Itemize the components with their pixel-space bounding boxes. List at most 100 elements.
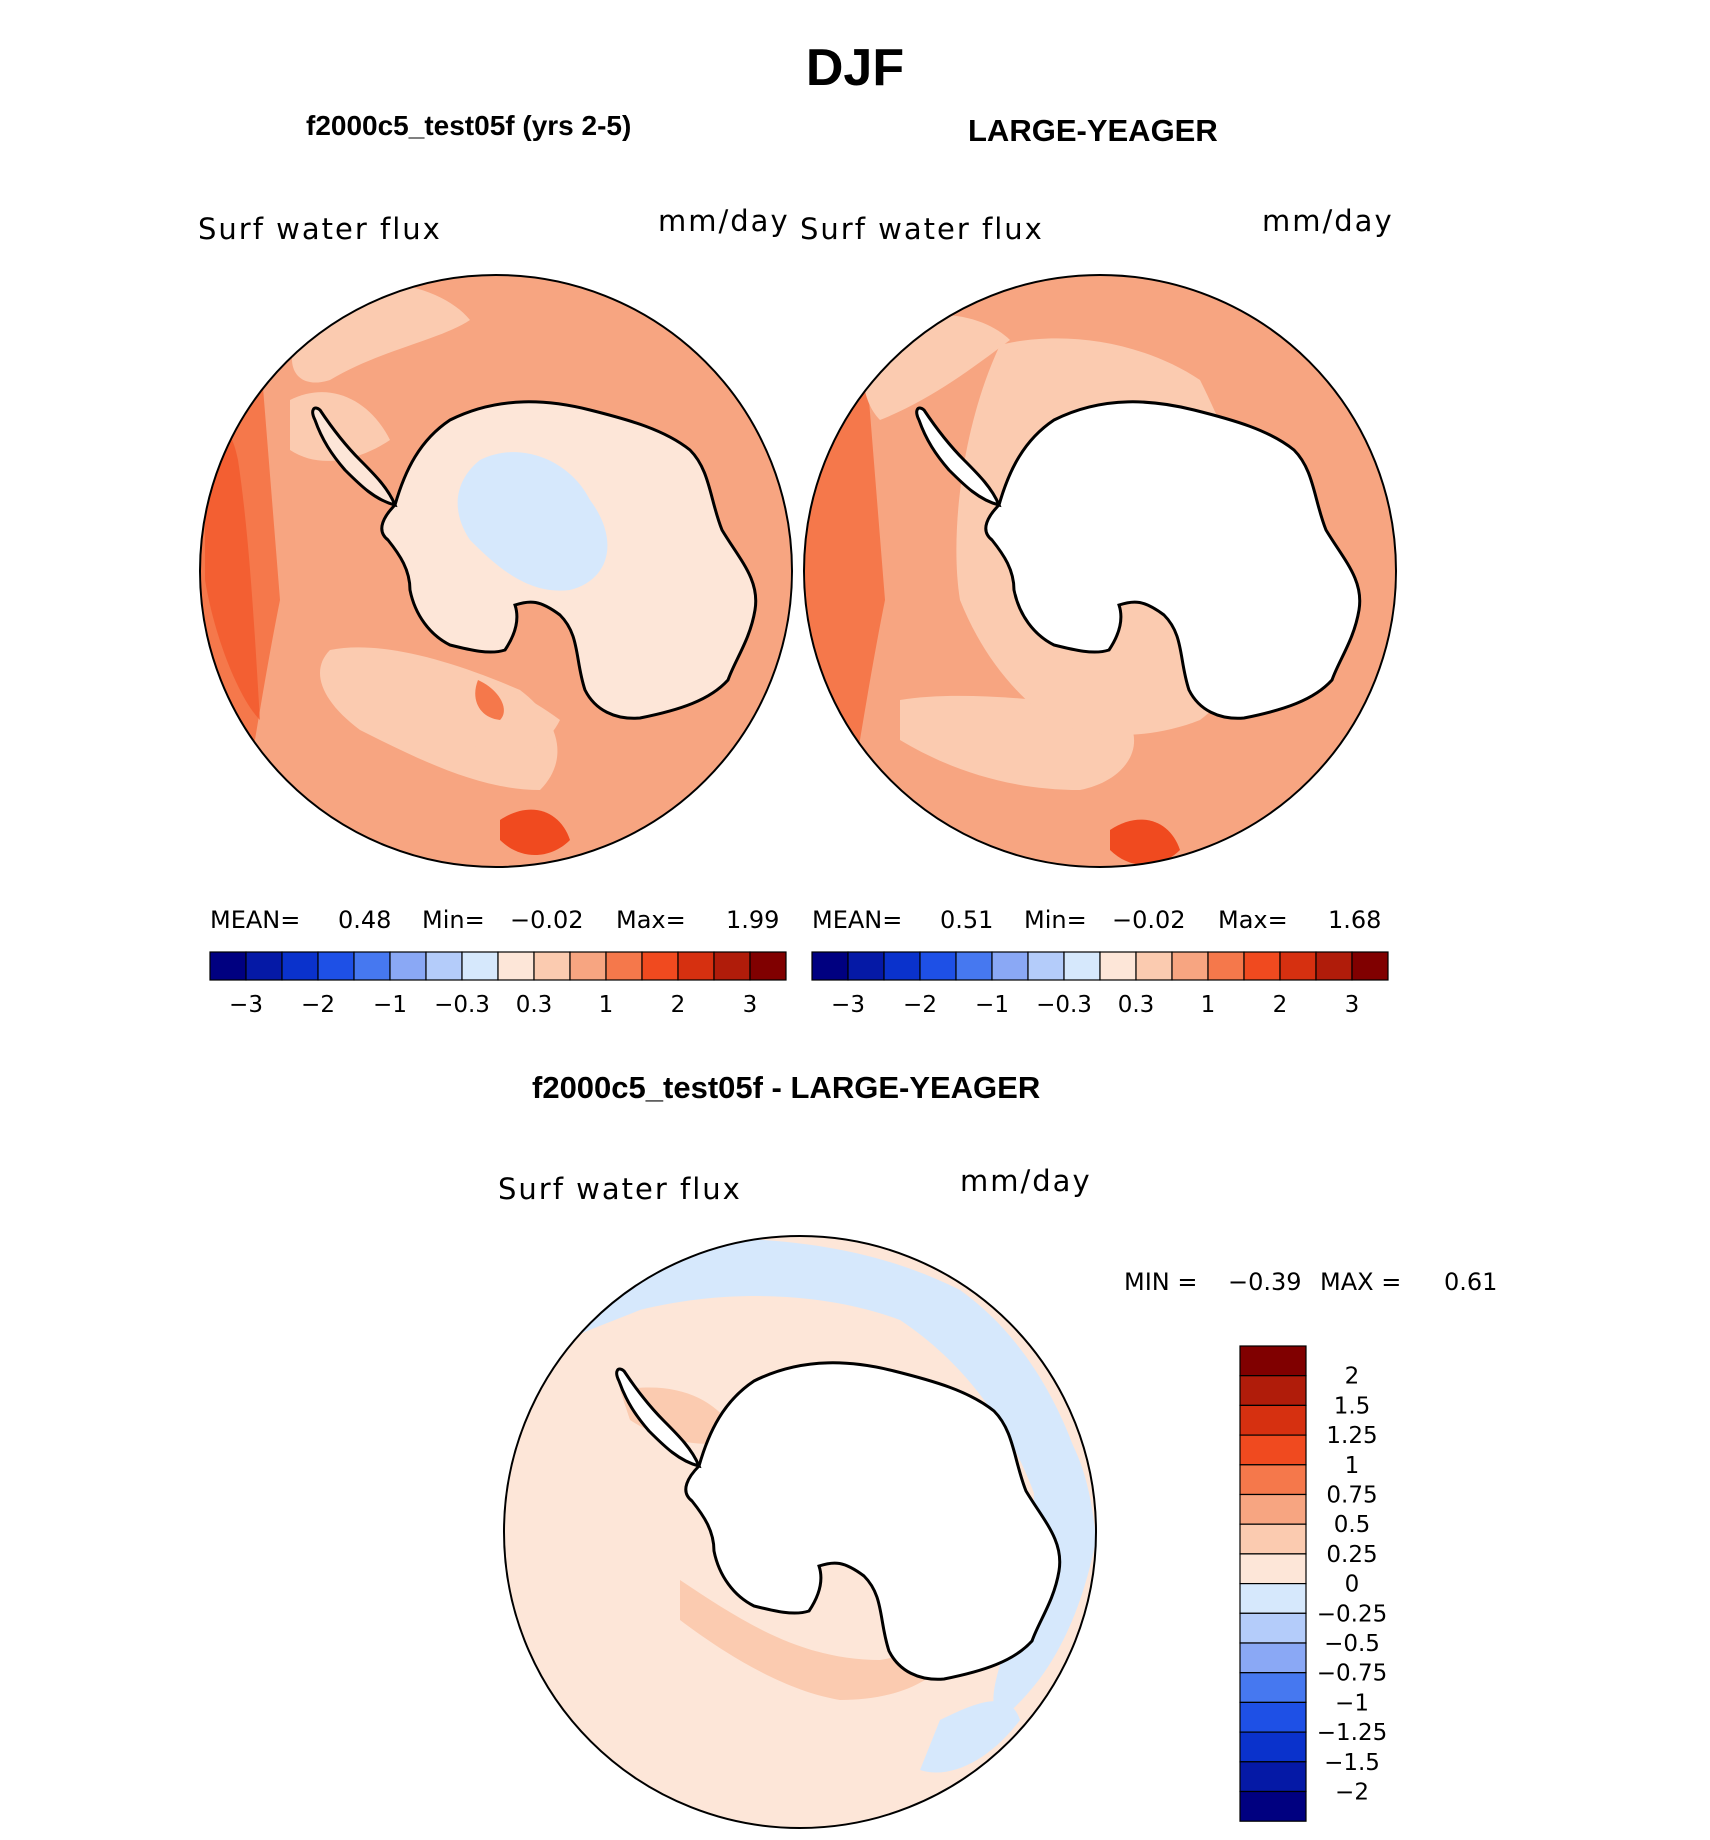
diff-colorbar-box (1239, 1672, 1307, 1703)
left-colorbar-box (677, 951, 715, 981)
diff-colorbar-tick-label: 0 (1345, 1572, 1360, 1598)
right-colorbar-box (1243, 951, 1281, 981)
right-panel-title: LARGE-YEAGER (968, 113, 1218, 148)
left-colorbar-box (281, 951, 319, 981)
left-mean-value: 0.48 (338, 906, 392, 934)
diff-min-value: −0.39 (1228, 1268, 1302, 1296)
diff-colorbar-tick-label: −1.5 (1324, 1750, 1380, 1776)
left-max-label: Max= (616, 906, 686, 934)
right-min-label: Min= (1024, 906, 1087, 934)
right-colorbar-box (847, 951, 885, 981)
diff-variable-label: Surf water flux (498, 1172, 742, 1206)
left-colorbar-tick-label: −2 (301, 992, 335, 1018)
left-map (200, 275, 792, 867)
diff-panel-title: f2000c5_test05f - LARGE-YEAGER (532, 1070, 1041, 1105)
left-colorbar-box (425, 951, 463, 981)
left-colorbar-box (533, 951, 571, 981)
right-colorbar-box (955, 951, 993, 981)
diff-colorbar-box (1239, 1612, 1307, 1644)
diff-colorbar-tick-label: 0.25 (1326, 1542, 1377, 1568)
right-colorbar-box (883, 951, 921, 981)
left-colorbar: −3 −2 −1 −0.3 0.3 1 2 3 (209, 951, 787, 1018)
right-colorbar-tick-label: 0.3 (1118, 992, 1155, 1018)
diff-colorbar-tick-label: 0.5 (1334, 1512, 1371, 1538)
diff-max-label: MAX = (1320, 1268, 1402, 1296)
diff-colorbar: 2 1.5 1.25 1 0.75 0.5 0.25 0 −0.25 −0.5 −0.75 −1 −1.… (1239, 1345, 1387, 1822)
right-min-value: −0.02 (1112, 906, 1186, 934)
right-colorbar-box (1171, 951, 1209, 981)
left-colorbar-tick-label: 2 (671, 992, 686, 1018)
right-colorbar-box (811, 951, 849, 981)
diff-colorbar-tick-label: −0.75 (1317, 1661, 1387, 1687)
left-colorbar-tick-label: 0.3 (516, 992, 553, 1018)
diff-colorbar-box (1239, 1701, 1307, 1733)
figure-title: DJF (805, 39, 905, 97)
diff-colorbar-box (1239, 1582, 1307, 1614)
diff-max-value: 0.61 (1444, 1268, 1498, 1296)
left-colorbar-tick-label: 1 (599, 992, 614, 1018)
diff-units-label: mm/day (960, 1164, 1092, 1198)
right-colorbar-box (919, 951, 957, 981)
right-colorbar-box (1027, 951, 1065, 981)
left-colorbar-box (461, 951, 499, 981)
left-colorbar-tick-label: 3 (743, 992, 758, 1018)
right-colorbar: −3 −2 −1 −0.3 0.3 1 2 3 (811, 951, 1389, 1018)
diff-colorbar-tick-label: −0.25 (1317, 1601, 1387, 1627)
right-colorbar-box (1099, 951, 1137, 981)
left-max-value: 1.99 (726, 906, 780, 934)
right-map-outline (803, 274, 1397, 868)
left-mean-label: MEAN= (210, 906, 301, 934)
diff-colorbar-box (1239, 1493, 1307, 1525)
left-units-label: mm/day (658, 204, 790, 238)
diff-colorbar-box (1239, 1523, 1307, 1555)
left-colorbar-box (317, 951, 355, 981)
diff-colorbar-tick-label: −1.25 (1317, 1720, 1387, 1746)
left-min-value: −0.02 (510, 906, 584, 934)
diff-colorbar-tick-label: 1 (1345, 1453, 1360, 1479)
diff-colorbar-box (1239, 1553, 1307, 1585)
right-colorbar-box (1207, 951, 1245, 981)
left-colorbar-box (389, 951, 427, 981)
right-map (804, 275, 1396, 867)
left-colorbar-tick-label: −3 (229, 992, 263, 1018)
left-colorbar-box (209, 951, 247, 981)
right-variable-label: Surf water flux (800, 212, 1044, 246)
right-colorbar-tick-label: −2 (903, 992, 937, 1018)
left-variable-label: Surf water flux (198, 212, 442, 246)
diff-colorbar-box (1239, 1790, 1307, 1822)
right-colorbar-tick-label: −3 (831, 992, 865, 1018)
diff-colorbar-tick-label: −1 (1335, 1690, 1369, 1716)
diff-colorbar-box (1239, 1761, 1307, 1793)
diff-map-outline (503, 1235, 1097, 1829)
right-colorbar-box (1135, 951, 1173, 981)
left-colorbar-box (713, 951, 751, 981)
right-colorbar-box (1315, 951, 1353, 981)
right-max-value: 1.68 (1328, 906, 1382, 934)
diff-colorbar-tick-label: 0.75 (1326, 1483, 1377, 1509)
right-mean-value: 0.51 (940, 906, 994, 934)
right-colorbar-box (1351, 951, 1389, 981)
diff-min-label: MIN = (1124, 1268, 1198, 1296)
diff-colorbar-box (1239, 1404, 1307, 1436)
right-colorbar-tick-label: 1 (1201, 992, 1216, 1018)
left-colorbar-tick-label: −0.3 (434, 992, 490, 1018)
left-panel-title: f2000c5_test05f (yrs 2-5) (306, 110, 632, 141)
left-colorbar-tick-label: −1 (373, 992, 407, 1018)
right-mean-label: MEAN= (812, 906, 903, 934)
right-units-label: mm/day (1262, 204, 1394, 238)
left-colorbar-box (605, 951, 643, 981)
right-colorbar-box (1063, 951, 1101, 981)
left-colorbar-box (641, 951, 679, 981)
diff-colorbar-box (1239, 1731, 1307, 1763)
diff-colorbar-tick-label: 1.25 (1326, 1423, 1377, 1449)
diff-colorbar-tick-label: −2 (1335, 1780, 1369, 1806)
right-max-label: Max= (1218, 906, 1288, 934)
left-map-outline (199, 274, 793, 868)
diff-colorbar-box (1239, 1464, 1307, 1496)
diff-colorbar-box (1239, 1375, 1307, 1406)
right-colorbar-tick-label: 2 (1273, 992, 1288, 1018)
left-colorbar-box (497, 951, 535, 981)
left-min-label: Min= (422, 906, 485, 934)
diff-colorbar-box (1239, 1345, 1307, 1377)
